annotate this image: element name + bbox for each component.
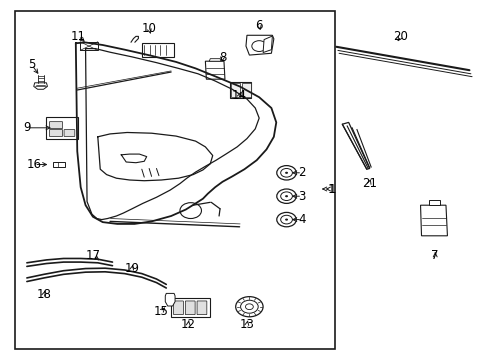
Text: 8: 8	[218, 51, 226, 64]
Polygon shape	[263, 36, 272, 53]
Text: 1: 1	[328, 183, 335, 195]
Polygon shape	[142, 43, 173, 57]
Text: 2: 2	[298, 166, 305, 179]
Polygon shape	[46, 117, 78, 139]
Text: 7: 7	[430, 249, 438, 262]
Polygon shape	[205, 61, 224, 79]
Text: 16: 16	[27, 158, 41, 171]
Text: 19: 19	[124, 262, 139, 275]
Text: 9: 9	[23, 121, 31, 134]
Text: 12: 12	[181, 318, 195, 331]
Text: 13: 13	[239, 318, 254, 331]
Polygon shape	[165, 293, 175, 306]
Text: 18: 18	[37, 288, 51, 301]
Polygon shape	[209, 59, 221, 61]
FancyBboxPatch shape	[49, 130, 62, 136]
Polygon shape	[80, 42, 98, 50]
Polygon shape	[53, 162, 65, 167]
Circle shape	[285, 195, 287, 197]
Text: 21: 21	[361, 177, 376, 190]
Text: 17: 17	[85, 249, 100, 262]
FancyBboxPatch shape	[173, 301, 183, 315]
Polygon shape	[245, 35, 273, 55]
Polygon shape	[171, 298, 210, 317]
Text: 5: 5	[28, 58, 36, 71]
Polygon shape	[428, 200, 439, 205]
Bar	[15, 11, 334, 349]
Text: 3: 3	[298, 190, 305, 203]
Polygon shape	[420, 205, 447, 236]
FancyBboxPatch shape	[49, 122, 62, 129]
Polygon shape	[229, 82, 251, 98]
Polygon shape	[34, 83, 47, 89]
Text: 1: 1	[326, 183, 334, 195]
FancyBboxPatch shape	[242, 83, 250, 97]
Text: 20: 20	[393, 30, 407, 42]
Text: 11: 11	[71, 30, 85, 42]
Text: 6: 6	[255, 19, 263, 32]
FancyBboxPatch shape	[185, 301, 195, 315]
FancyBboxPatch shape	[64, 130, 75, 136]
Circle shape	[285, 219, 287, 221]
FancyBboxPatch shape	[197, 301, 206, 315]
FancyBboxPatch shape	[231, 83, 240, 97]
Text: 14: 14	[232, 89, 246, 102]
Text: 4: 4	[298, 213, 305, 226]
Text: 10: 10	[142, 22, 156, 35]
Text: 15: 15	[154, 305, 168, 318]
Circle shape	[285, 172, 287, 174]
